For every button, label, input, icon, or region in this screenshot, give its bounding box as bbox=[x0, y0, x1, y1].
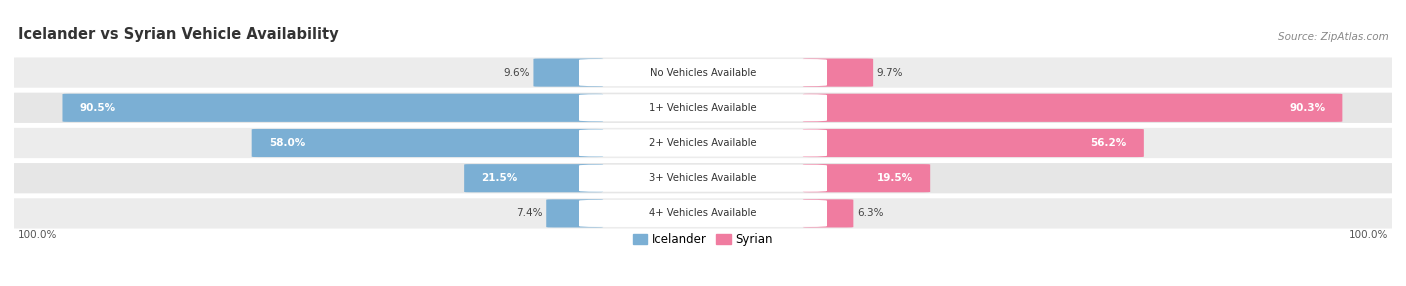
FancyBboxPatch shape bbox=[7, 198, 1399, 229]
Text: 100.0%: 100.0% bbox=[1350, 230, 1389, 239]
Text: 21.5%: 21.5% bbox=[481, 173, 517, 183]
FancyBboxPatch shape bbox=[7, 163, 1399, 193]
FancyBboxPatch shape bbox=[579, 59, 827, 86]
FancyBboxPatch shape bbox=[252, 129, 603, 157]
FancyBboxPatch shape bbox=[803, 59, 873, 87]
Text: 3+ Vehicles Available: 3+ Vehicles Available bbox=[650, 173, 756, 183]
FancyBboxPatch shape bbox=[579, 200, 827, 227]
FancyBboxPatch shape bbox=[803, 199, 853, 227]
FancyBboxPatch shape bbox=[464, 164, 603, 192]
Text: 58.0%: 58.0% bbox=[269, 138, 305, 148]
Text: 9.7%: 9.7% bbox=[876, 67, 903, 78]
Text: Source: ZipAtlas.com: Source: ZipAtlas.com bbox=[1278, 32, 1389, 42]
Text: Icelander vs Syrian Vehicle Availability: Icelander vs Syrian Vehicle Availability bbox=[17, 27, 337, 42]
Text: 6.3%: 6.3% bbox=[856, 208, 883, 219]
Text: 9.6%: 9.6% bbox=[503, 67, 530, 78]
FancyBboxPatch shape bbox=[533, 59, 603, 87]
Text: 19.5%: 19.5% bbox=[877, 173, 912, 183]
Text: 2+ Vehicles Available: 2+ Vehicles Available bbox=[650, 138, 756, 148]
Text: 4+ Vehicles Available: 4+ Vehicles Available bbox=[650, 208, 756, 219]
FancyBboxPatch shape bbox=[803, 129, 1144, 157]
Text: 7.4%: 7.4% bbox=[516, 208, 543, 219]
FancyBboxPatch shape bbox=[7, 93, 1399, 123]
Text: 56.2%: 56.2% bbox=[1091, 138, 1126, 148]
Legend: Icelander, Syrian: Icelander, Syrian bbox=[628, 228, 778, 251]
Text: 100.0%: 100.0% bbox=[17, 230, 56, 239]
FancyBboxPatch shape bbox=[579, 130, 827, 156]
FancyBboxPatch shape bbox=[62, 94, 603, 122]
Text: No Vehicles Available: No Vehicles Available bbox=[650, 67, 756, 78]
FancyBboxPatch shape bbox=[803, 164, 931, 192]
FancyBboxPatch shape bbox=[579, 94, 827, 121]
Text: 90.3%: 90.3% bbox=[1289, 103, 1324, 113]
FancyBboxPatch shape bbox=[547, 199, 603, 227]
Text: 90.5%: 90.5% bbox=[80, 103, 115, 113]
Text: 1+ Vehicles Available: 1+ Vehicles Available bbox=[650, 103, 756, 113]
FancyBboxPatch shape bbox=[7, 128, 1399, 158]
FancyBboxPatch shape bbox=[803, 94, 1343, 122]
FancyBboxPatch shape bbox=[7, 57, 1399, 88]
FancyBboxPatch shape bbox=[579, 165, 827, 192]
